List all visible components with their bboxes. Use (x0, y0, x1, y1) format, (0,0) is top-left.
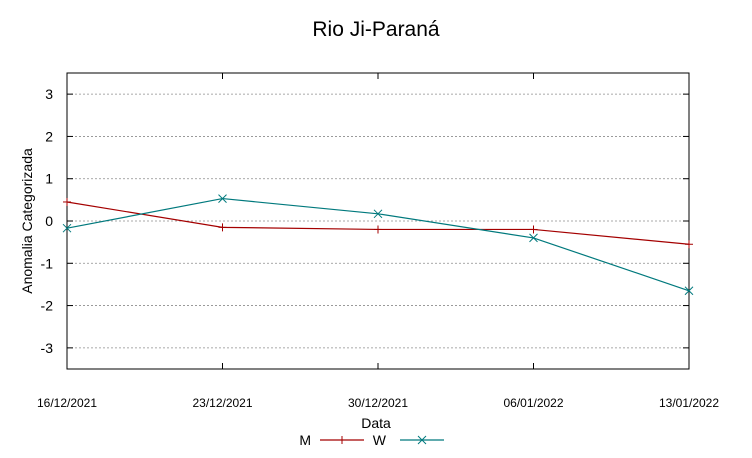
x-tick-label: 30/12/2021 (348, 396, 408, 410)
legend-marker (338, 436, 346, 444)
grid (67, 93, 689, 349)
data-point (62, 223, 72, 233)
x-tick-label: 16/12/2021 (37, 396, 97, 410)
series-w (62, 194, 694, 296)
series-m (63, 197, 693, 249)
y-tick-label: 0 (45, 213, 53, 229)
series-line (66, 197, 690, 292)
data-point (218, 194, 227, 203)
legend-marker (417, 435, 427, 445)
series-line (66, 201, 690, 245)
y-axis: -3 -2 -1 0 1 2 3 (41, 86, 689, 356)
chart-title: Rio Ji-Paraná (312, 18, 440, 41)
y-axis-label: Anomalia Categorizada (19, 148, 35, 294)
data-point (529, 225, 538, 234)
x-axis: 16/12/2021 23/12/2021 30/12/2021 06/01/2022… (37, 73, 719, 410)
legend-label: M (299, 432, 311, 448)
y-tick-label: 1 (45, 171, 53, 187)
legend-label: W (373, 432, 387, 448)
data-point (63, 197, 71, 206)
data-point (685, 240, 693, 249)
data-point (218, 223, 227, 232)
data-point (529, 233, 538, 243)
x-tick-label: 06/01/2022 (503, 396, 563, 410)
y-tick-label: 3 (45, 86, 53, 102)
data-point (373, 209, 383, 219)
y-tick-label: -3 (41, 340, 54, 356)
x-tick-label: 13/01/2022 (659, 396, 719, 410)
y-tick-label: -1 (41, 255, 54, 271)
series-layer (62, 194, 694, 296)
data-point (684, 286, 694, 296)
x-tick-label: 23/12/2021 (192, 396, 252, 410)
y-tick-label: 2 (45, 128, 53, 144)
legend-item-w: W (373, 432, 444, 448)
x-axis-label: Data (361, 415, 391, 431)
data-point (374, 225, 382, 234)
legend-item-m: M (299, 432, 364, 448)
y-tick-label: -2 (41, 298, 54, 314)
